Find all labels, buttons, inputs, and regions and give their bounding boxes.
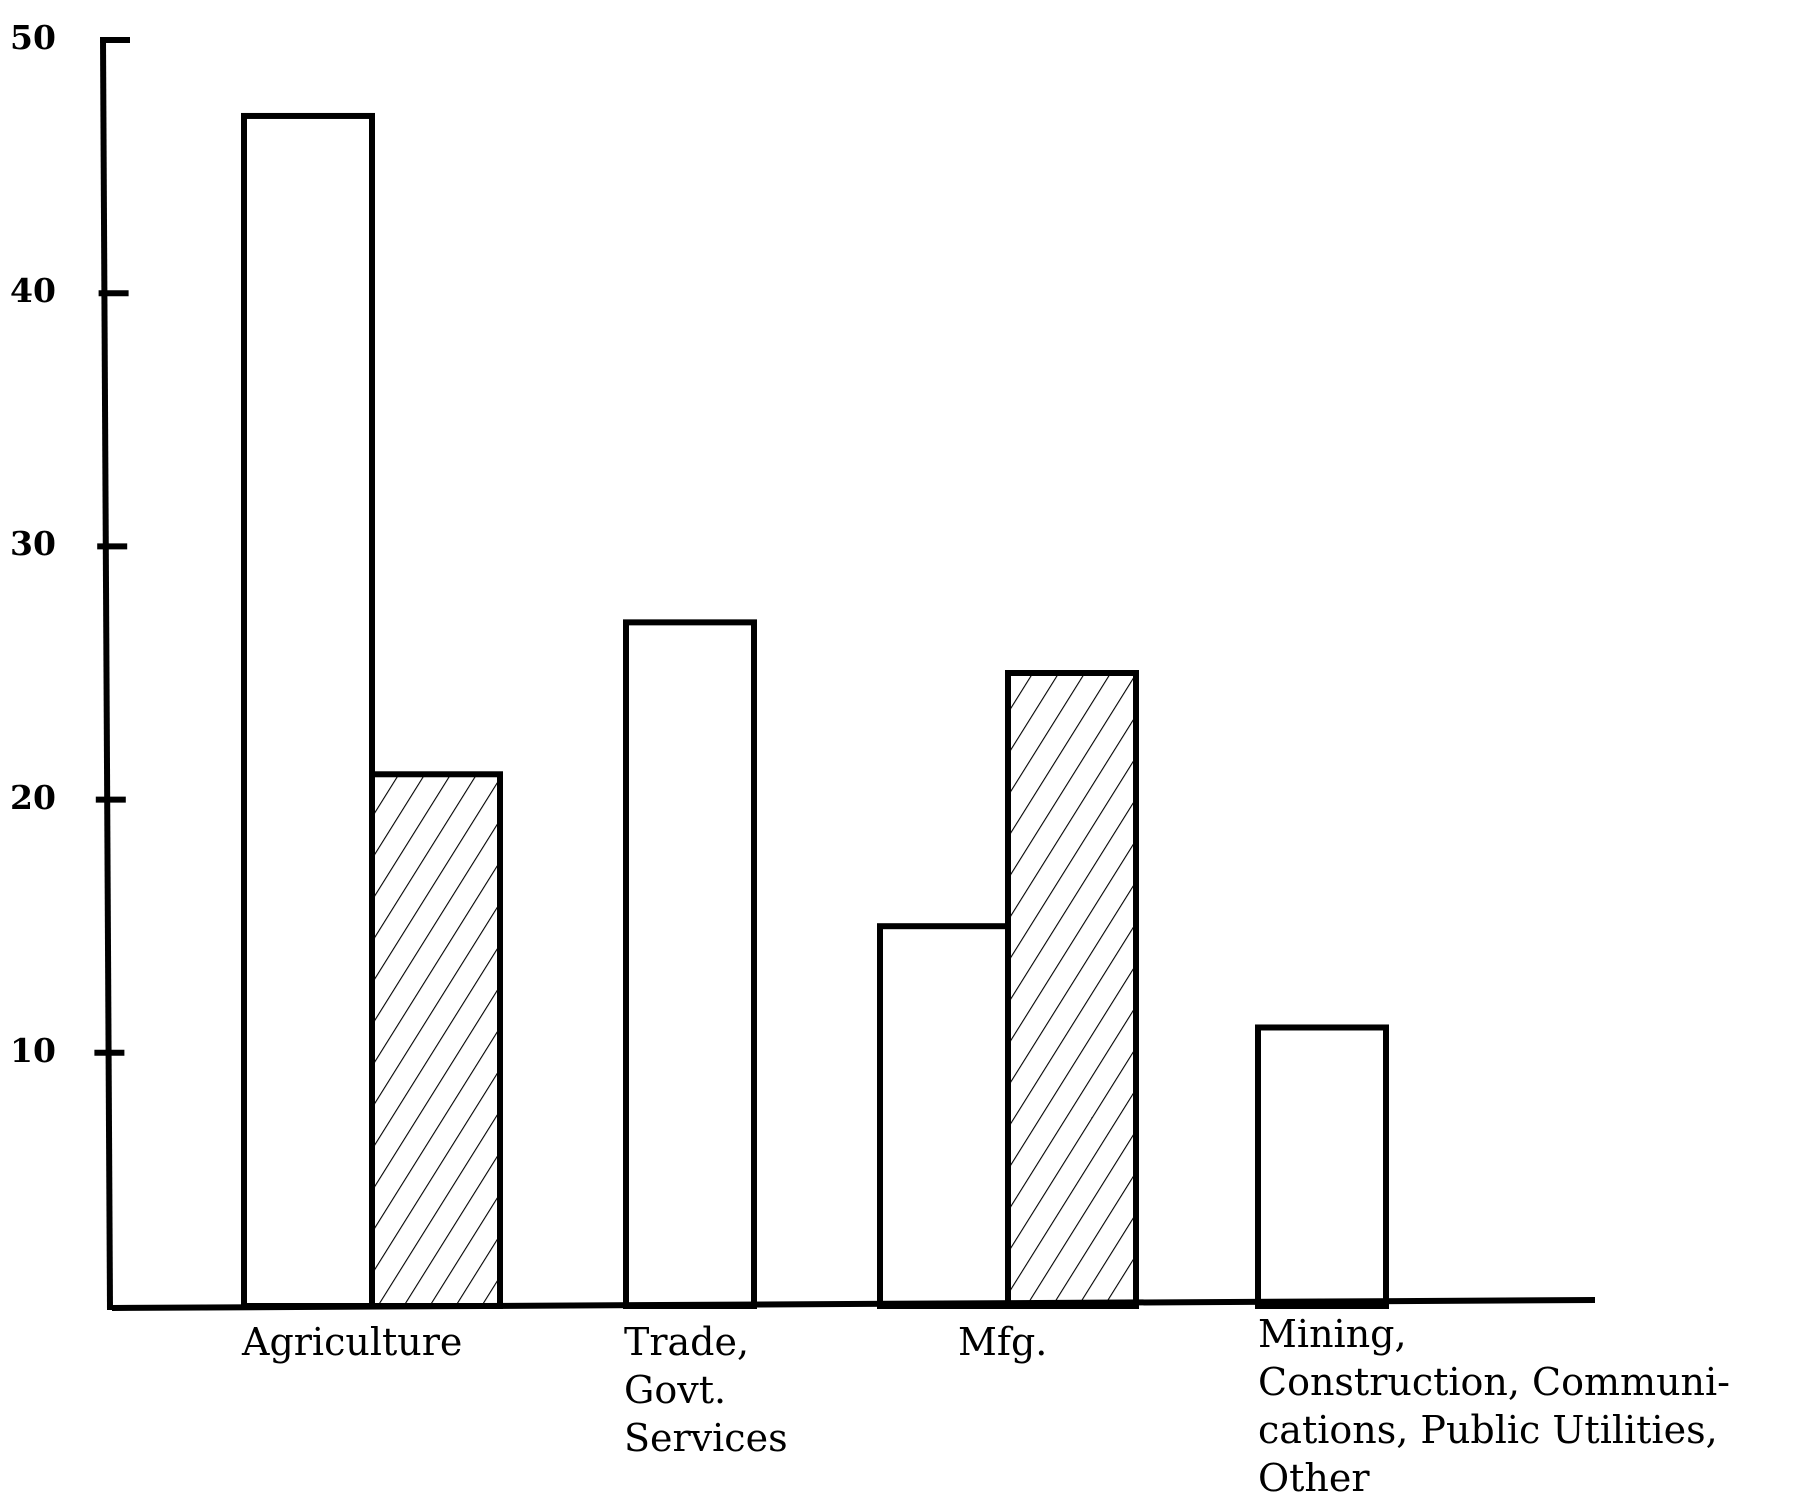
- x-category-label: Mining, Construction, Communi- cations, …: [1258, 1312, 1731, 1500]
- y-tick-label: 20: [10, 777, 56, 817]
- bar-outline: [877, 923, 1011, 1309]
- bar-outline: [241, 112, 375, 1310]
- y-tick-label: 10: [10, 1030, 56, 1070]
- x-category-label: Agriculture: [242, 1320, 463, 1364]
- bar-outline: [623, 619, 757, 1309]
- y-tick-label: 30: [10, 524, 56, 564]
- x-category-label: Mfg.: [958, 1320, 1048, 1364]
- y-tick-label: 50: [10, 18, 56, 57]
- x-category-label: Trade, Govt. Services: [624, 1320, 788, 1460]
- bar-hatched: [1005, 670, 1139, 1309]
- y-tick-label: 40: [10, 271, 56, 311]
- y-axis: [100, 39, 113, 1311]
- bar-outline: [1255, 1024, 1389, 1309]
- x-axis: [111, 1297, 1596, 1311]
- bar-hatched: [369, 771, 503, 1309]
